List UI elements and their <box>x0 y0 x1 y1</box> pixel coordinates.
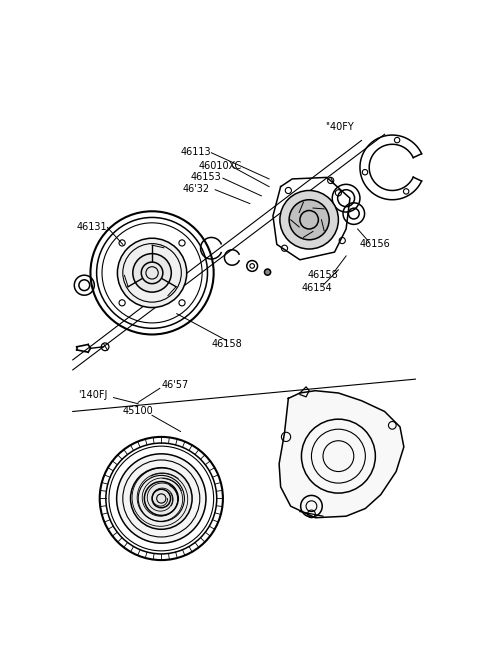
Text: 46113: 46113 <box>180 147 211 157</box>
Text: '140FJ: '140FJ <box>78 390 108 399</box>
Text: ''40FY: ''40FY <box>325 122 354 132</box>
Polygon shape <box>279 391 404 518</box>
Circle shape <box>144 482 178 516</box>
Text: 46'32: 46'32 <box>182 184 209 194</box>
Text: 46158: 46158 <box>308 270 338 280</box>
Text: 46156: 46156 <box>360 239 391 250</box>
Circle shape <box>289 200 329 240</box>
Text: 46010XC: 46010XC <box>198 161 241 171</box>
Circle shape <box>264 269 271 275</box>
Circle shape <box>133 254 171 292</box>
Circle shape <box>131 468 192 530</box>
Circle shape <box>280 191 338 249</box>
Text: 46153: 46153 <box>191 172 221 183</box>
Text: 46154: 46154 <box>301 283 332 293</box>
Text: 46'57: 46'57 <box>161 380 189 390</box>
Circle shape <box>117 454 206 543</box>
Text: 45100: 45100 <box>123 407 154 417</box>
Circle shape <box>118 238 187 307</box>
Text: 46131: 46131 <box>77 223 107 233</box>
Text: 46158: 46158 <box>211 339 242 349</box>
